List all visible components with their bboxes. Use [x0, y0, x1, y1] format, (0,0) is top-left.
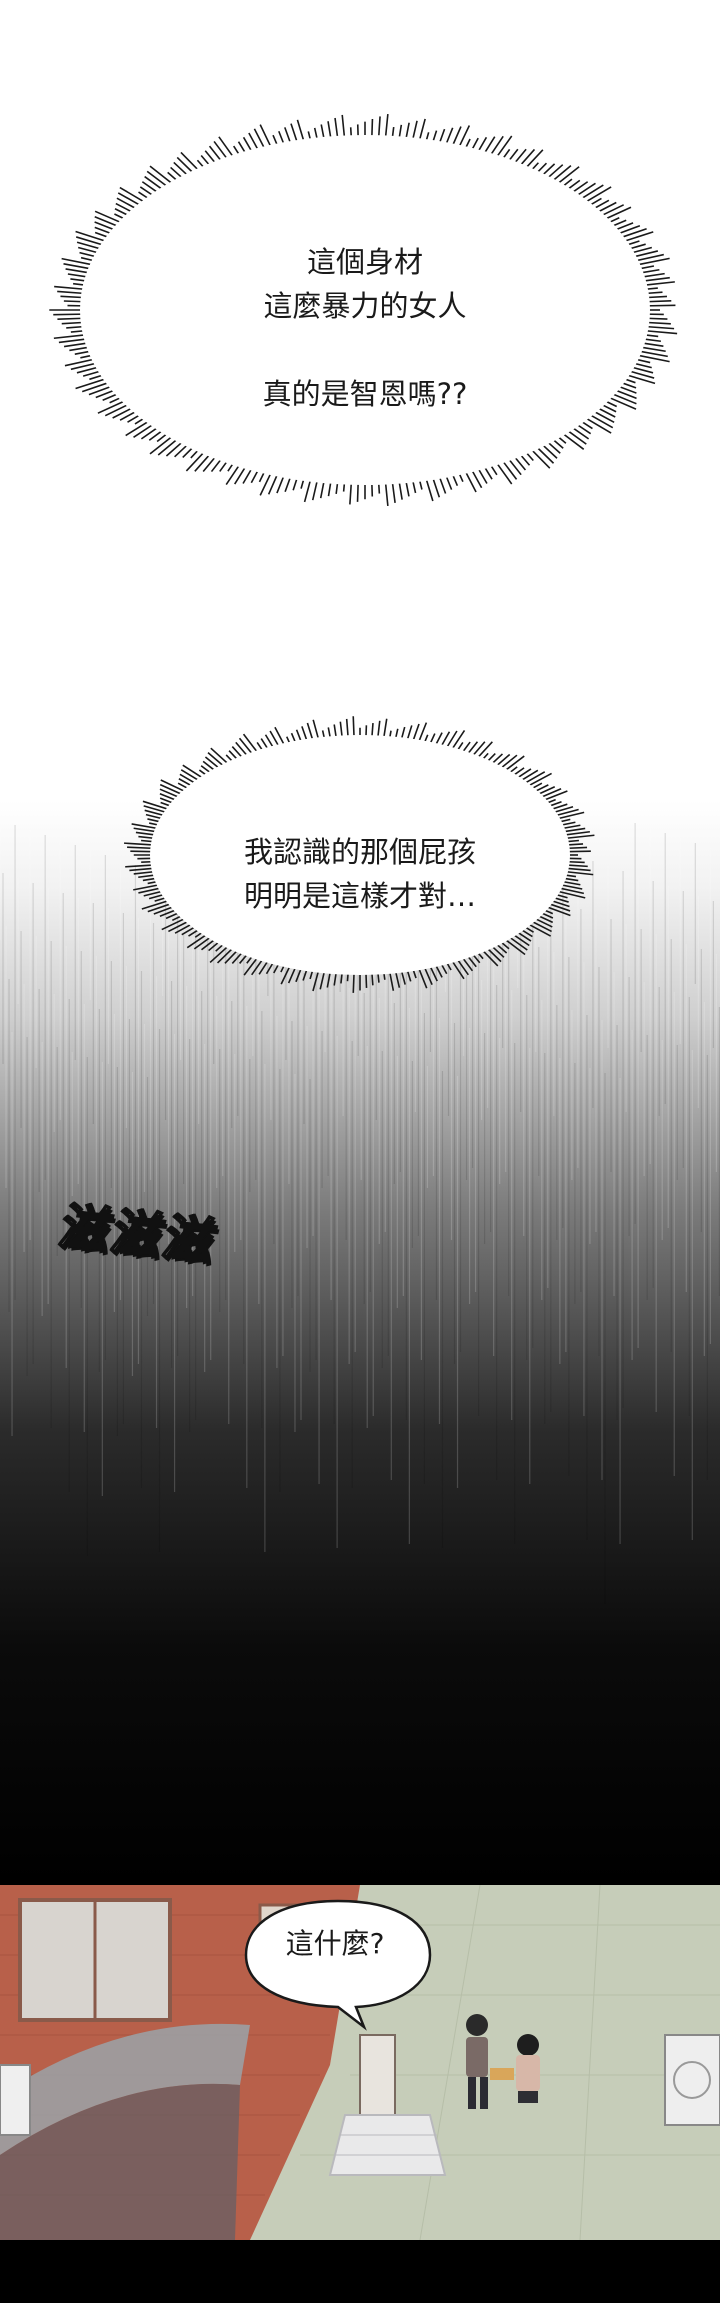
panel-gutter — [0, 2240, 720, 2303]
thought-line: 真的是智恩嗎?? — [262, 377, 468, 411]
thought-line — [185, 328, 545, 372]
panel-alley-scene — [0, 1885, 720, 2240]
thought-burst-1 — [49, 113, 678, 507]
thought-text-1: 這個身材 這麼暴力的女人 真的是智恩嗎?? — [185, 240, 545, 416]
person-girl — [516, 2034, 540, 2103]
thought-line: 這個身材 — [306, 245, 423, 279]
speech-bubble — [244, 1899, 432, 2031]
thought-burst-2 — [123, 716, 595, 993]
thought-text-2: 我認識的那個屁孩 明明是這樣才對… — [170, 830, 550, 918]
thought-line: 明明是這樣才對… — [243, 879, 476, 913]
parcel — [490, 2068, 514, 2080]
speed-streaks — [0, 820, 720, 1604]
thought-line: 我認識的那個屁孩 — [243, 835, 476, 869]
person-boy — [466, 2014, 488, 2109]
thought-line: 這麼暴力的女人 — [263, 289, 467, 323]
speech-text: 這什麼? — [285, 1927, 385, 1960]
